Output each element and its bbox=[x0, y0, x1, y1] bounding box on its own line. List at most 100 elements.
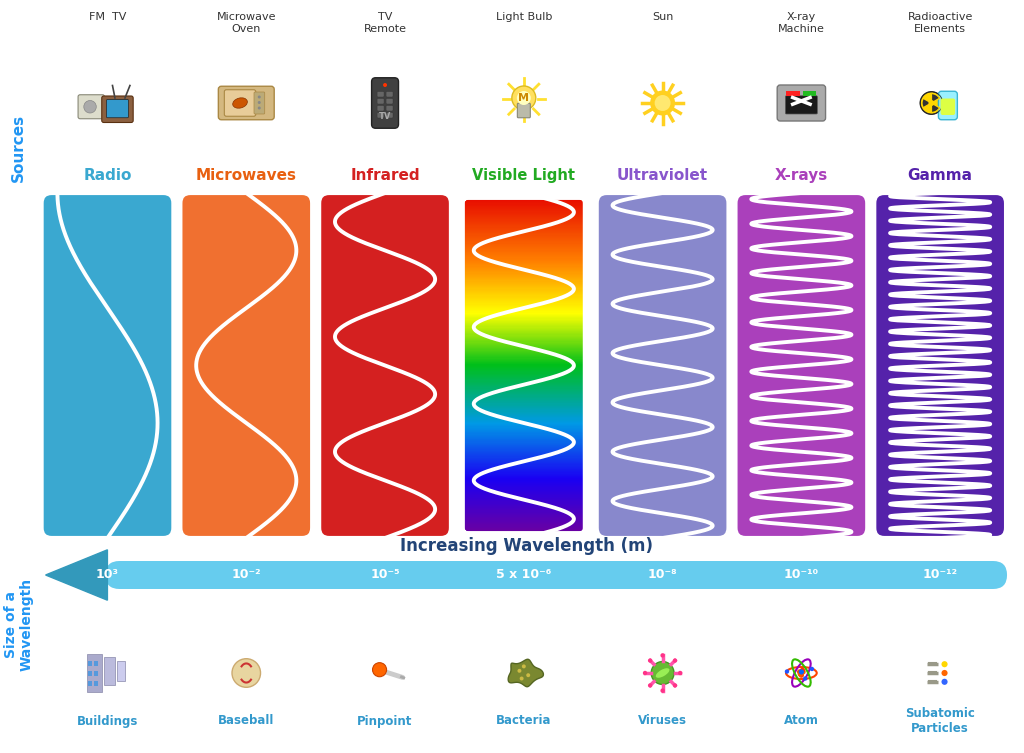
Bar bbox=[458, 195, 590, 197]
Bar bbox=[458, 502, 590, 504]
Bar bbox=[458, 295, 590, 297]
Bar bbox=[458, 463, 590, 465]
Text: X-ray
Machine: X-ray Machine bbox=[778, 12, 824, 34]
Bar bbox=[458, 514, 590, 515]
Bar bbox=[458, 339, 590, 340]
Bar bbox=[458, 486, 590, 487]
Bar bbox=[458, 278, 590, 279]
Bar bbox=[458, 267, 590, 268]
Circle shape bbox=[232, 659, 260, 687]
Text: 10⁻⁵: 10⁻⁵ bbox=[371, 569, 399, 581]
Bar bbox=[458, 299, 590, 300]
Bar bbox=[458, 290, 590, 291]
Bar bbox=[458, 270, 590, 271]
Bar bbox=[458, 233, 590, 234]
FancyBboxPatch shape bbox=[386, 99, 393, 104]
Bar bbox=[458, 373, 590, 375]
Bar bbox=[458, 203, 590, 205]
Bar bbox=[458, 438, 590, 439]
Circle shape bbox=[522, 664, 525, 669]
Bar bbox=[458, 446, 590, 447]
Bar bbox=[458, 452, 590, 453]
Circle shape bbox=[941, 670, 947, 676]
Bar bbox=[458, 303, 590, 304]
Bar bbox=[458, 530, 590, 531]
Bar bbox=[458, 461, 590, 462]
FancyBboxPatch shape bbox=[78, 95, 104, 119]
Bar bbox=[458, 472, 590, 474]
Bar bbox=[458, 315, 590, 316]
Bar bbox=[458, 508, 590, 509]
Bar bbox=[88, 671, 92, 676]
Circle shape bbox=[803, 676, 808, 681]
Bar bbox=[458, 309, 590, 310]
Text: Light Bulb: Light Bulb bbox=[496, 12, 552, 22]
Bar bbox=[458, 323, 590, 324]
Bar bbox=[458, 229, 590, 230]
Bar bbox=[458, 360, 590, 361]
Bar bbox=[458, 301, 590, 302]
Circle shape bbox=[801, 669, 806, 675]
FancyBboxPatch shape bbox=[777, 85, 825, 121]
Bar bbox=[458, 380, 590, 382]
Text: 10⁻⁸: 10⁻⁸ bbox=[648, 569, 678, 581]
Circle shape bbox=[678, 671, 682, 675]
Bar bbox=[458, 421, 590, 422]
Bar bbox=[458, 244, 590, 245]
Bar bbox=[458, 433, 590, 434]
Bar bbox=[458, 468, 590, 469]
Bar bbox=[458, 526, 590, 528]
Bar bbox=[458, 225, 590, 227]
FancyBboxPatch shape bbox=[938, 91, 957, 120]
Bar bbox=[458, 519, 590, 520]
Bar bbox=[458, 271, 590, 273]
Bar bbox=[458, 310, 590, 312]
Bar bbox=[458, 194, 590, 195]
FancyBboxPatch shape bbox=[218, 87, 274, 120]
Bar bbox=[458, 523, 590, 524]
Bar bbox=[458, 239, 590, 240]
Bar bbox=[458, 328, 590, 329]
Bar bbox=[458, 369, 590, 370]
Bar bbox=[458, 409, 590, 410]
Bar bbox=[458, 376, 590, 377]
Bar bbox=[458, 423, 590, 424]
Bar bbox=[458, 345, 590, 346]
Bar bbox=[458, 520, 590, 521]
Bar bbox=[458, 392, 590, 393]
Text: Gamma: Gamma bbox=[907, 167, 973, 182]
FancyBboxPatch shape bbox=[377, 99, 384, 104]
Bar bbox=[458, 441, 590, 443]
FancyBboxPatch shape bbox=[105, 561, 1007, 589]
Bar bbox=[458, 459, 590, 460]
FancyBboxPatch shape bbox=[735, 193, 867, 538]
Bar bbox=[458, 236, 590, 238]
Bar bbox=[458, 370, 590, 371]
Bar bbox=[458, 430, 590, 431]
Bar bbox=[88, 681, 92, 686]
Bar bbox=[458, 361, 590, 362]
Text: Radioactive
Elements: Radioactive Elements bbox=[907, 12, 973, 34]
Text: M: M bbox=[518, 93, 529, 103]
Bar bbox=[458, 230, 590, 231]
Bar bbox=[458, 431, 590, 432]
Bar bbox=[458, 521, 590, 522]
Wedge shape bbox=[932, 93, 940, 103]
Bar bbox=[458, 524, 590, 526]
Text: Microwave
Oven: Microwave Oven bbox=[216, 12, 276, 34]
Text: Viruses: Viruses bbox=[638, 715, 687, 727]
Bar bbox=[458, 489, 590, 491]
FancyBboxPatch shape bbox=[597, 193, 728, 538]
FancyBboxPatch shape bbox=[386, 112, 393, 118]
Bar bbox=[458, 424, 590, 425]
Bar bbox=[458, 494, 590, 495]
Bar bbox=[458, 399, 590, 400]
Text: 10⁻¹⁰: 10⁻¹⁰ bbox=[783, 569, 819, 581]
Bar bbox=[458, 255, 590, 256]
Circle shape bbox=[651, 662, 674, 684]
Bar bbox=[458, 227, 590, 229]
Bar bbox=[458, 312, 590, 314]
Bar bbox=[458, 340, 590, 341]
Bar bbox=[458, 413, 590, 414]
Bar bbox=[458, 300, 590, 301]
